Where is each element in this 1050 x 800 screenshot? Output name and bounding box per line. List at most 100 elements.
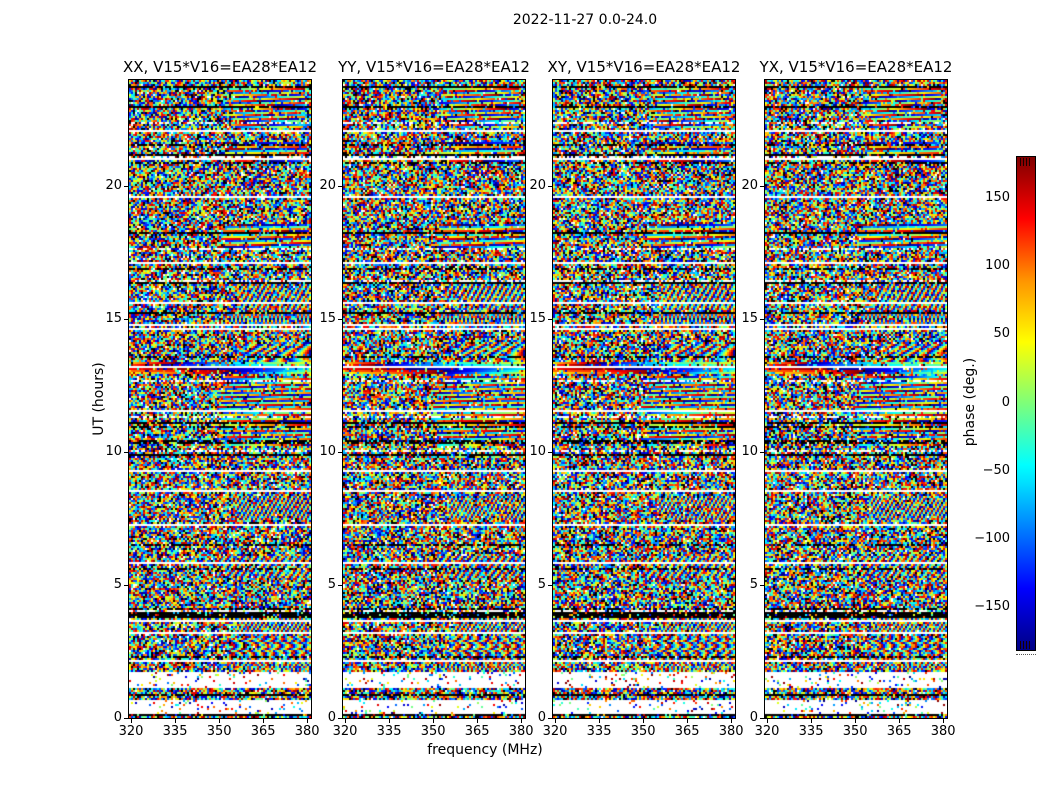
y-tick-mark — [548, 186, 552, 188]
y-tick-mark — [338, 718, 342, 719]
y-tick-mark — [124, 585, 128, 587]
y-tick-label: 15 — [319, 311, 336, 327]
y-tick-label: 10 — [529, 444, 546, 460]
subplot-xy — [552, 79, 736, 719]
y-tick-label: 10 — [319, 444, 336, 460]
x-tick-label: 335 — [376, 724, 402, 739]
y-tick-mark — [548, 319, 552, 321]
colorbar-label: phase (deg.) — [962, 357, 978, 447]
x-tick-label: 320 — [754, 724, 780, 739]
y-tick-mark — [338, 186, 342, 188]
y-tick-mark — [338, 585, 342, 587]
y-tick-label: 0 — [113, 710, 122, 725]
colorbar-tick-label: −150 — [974, 599, 1010, 615]
x-tick-mark — [731, 719, 733, 723]
y-tick-label: 0 — [749, 710, 758, 725]
x-tick-mark — [555, 719, 557, 723]
x-tick-mark — [263, 719, 265, 723]
x-tick-mark — [389, 719, 391, 723]
x-tick-label: 380 — [508, 724, 534, 739]
x-tick-label: 380 — [930, 724, 956, 739]
y-tick-mark — [548, 452, 552, 454]
x-tick-mark — [767, 719, 769, 723]
x-tick-label: 320 — [542, 724, 568, 739]
y-tick-label: 20 — [105, 178, 122, 194]
colorbar-tick-label: 150 — [985, 189, 1010, 205]
heatmap-canvas-yx — [765, 80, 947, 718]
y-tick-mark — [548, 718, 552, 719]
colorbar-flag-dashes — [1016, 654, 1036, 655]
heatmap-canvas-xx — [129, 80, 311, 718]
x-tick-label: 350 — [842, 724, 868, 739]
x-tick-label: 365 — [886, 724, 912, 739]
panel-title-xx: XX, V15*V16=EA28*EA12 — [122, 58, 317, 76]
y-tick-label: 15 — [529, 311, 546, 327]
y-tick-label: 20 — [741, 178, 758, 194]
colorbar-top-comb — [1020, 158, 1032, 166]
x-tick-mark — [131, 719, 133, 723]
y-tick-mark — [124, 452, 128, 454]
y-axis-label: UT (hours) — [91, 362, 107, 436]
panel-title-xy: XY, V15*V16=EA28*EA12 — [547, 58, 741, 76]
colorbar-tick-label: 50 — [993, 326, 1010, 342]
y-tick-mark — [548, 585, 552, 587]
x-tick-mark — [477, 719, 479, 723]
subplot-yx — [764, 79, 948, 719]
x-tick-label: 350 — [420, 724, 446, 739]
x-tick-mark — [175, 719, 177, 723]
x-tick-label: 380 — [294, 724, 320, 739]
y-tick-mark — [124, 718, 128, 719]
y-tick-label: 15 — [741, 311, 758, 327]
y-tick-mark — [760, 319, 764, 321]
x-tick-label: 350 — [206, 724, 232, 739]
x-axis-label: frequency (MHz) — [427, 742, 543, 758]
y-tick-label: 10 — [105, 444, 122, 460]
x-tick-mark — [899, 719, 901, 723]
y-tick-label: 5 — [113, 577, 122, 593]
y-tick-mark — [124, 319, 128, 321]
x-tick-label: 365 — [674, 724, 700, 739]
subplot-xx — [128, 79, 312, 719]
x-tick-mark — [855, 719, 857, 723]
x-tick-mark — [943, 719, 945, 723]
y-tick-label: 10 — [741, 444, 758, 460]
y-tick-label: 15 — [105, 311, 122, 327]
x-tick-mark — [345, 719, 347, 723]
y-tick-mark — [338, 319, 342, 321]
x-tick-label: 335 — [586, 724, 612, 739]
x-tick-mark — [643, 719, 645, 723]
x-tick-label: 320 — [118, 724, 144, 739]
x-tick-mark — [811, 719, 813, 723]
y-tick-mark — [760, 452, 764, 454]
colorbar-tick-label: 0 — [1001, 394, 1010, 410]
y-tick-label: 0 — [537, 710, 546, 725]
x-tick-mark — [687, 719, 689, 723]
colorbar-bottom-comb — [1020, 641, 1032, 649]
colorbar-tick-label: −50 — [982, 462, 1010, 478]
x-tick-label: 365 — [250, 724, 276, 739]
y-tick-mark — [760, 186, 764, 188]
x-tick-mark — [599, 719, 601, 723]
x-tick-mark — [521, 719, 523, 723]
y-tick-mark — [338, 452, 342, 454]
x-tick-label: 350 — [630, 724, 656, 739]
colorbar-tick-label: 100 — [985, 258, 1010, 274]
x-tick-label: 320 — [332, 724, 358, 739]
y-tick-mark — [760, 718, 764, 719]
figure-title: 2022-11-27 0.0-24.0 — [512, 12, 658, 28]
x-tick-label: 380 — [718, 724, 744, 739]
y-tick-mark — [124, 186, 128, 188]
y-tick-label: 20 — [319, 178, 336, 194]
x-tick-label: 335 — [798, 724, 824, 739]
y-tick-label: 5 — [327, 577, 336, 593]
colorbar-tick-label: −100 — [974, 530, 1010, 546]
x-tick-mark — [307, 719, 309, 723]
panel-title-yx: YX, V15*V16=EA28*EA12 — [759, 58, 953, 76]
heatmap-canvas-yy — [343, 80, 525, 718]
subplot-yy — [342, 79, 526, 719]
panel-title-yy: YY, V15*V16=EA28*EA12 — [338, 58, 530, 76]
x-tick-mark — [433, 719, 435, 723]
y-tick-label: 20 — [529, 178, 546, 194]
y-tick-mark — [760, 585, 764, 587]
y-tick-label: 0 — [327, 710, 336, 725]
